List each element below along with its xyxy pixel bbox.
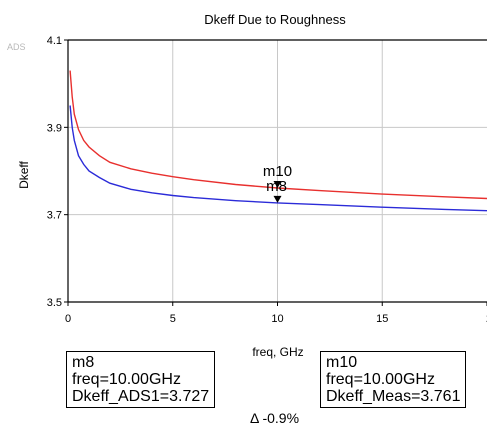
y-axis-label: Dkeff <box>17 160 31 188</box>
axes <box>64 39 487 306</box>
series-line-Dkeff_ADS1 <box>69 105 487 212</box>
y-tick-label: 4.1 <box>47 35 62 47</box>
x-tick-label: 15 <box>376 313 388 325</box>
watermark: ADS <box>7 42 26 52</box>
marker-readout-m10[interactable]: m10 freq=10.00GHz Dkeff_Meas=3.761 <box>320 351 467 408</box>
marker-readout-m10-line-1: m10 <box>326 354 358 371</box>
marker-readout-m8-line-1: m8 <box>72 354 95 371</box>
marker-m8-triangle[interactable] <box>273 195 282 203</box>
marker-readout-m8[interactable]: m8 freq=10.00GHz Dkeff_ADS1=3.727 <box>66 351 216 408</box>
marker-readout-m8-line-2: freq=10.00GHz <box>72 371 181 388</box>
marker-label-m10: m10 <box>263 163 292 180</box>
y-tick-label: 3.5 <box>47 297 62 309</box>
grid <box>68 40 487 302</box>
x-tick-label: 10 <box>271 313 283 325</box>
x-tick-label: 5 <box>170 313 176 325</box>
x-tick-label: 0 <box>65 313 71 325</box>
marker-readout-m10-line-3: Dkeff_Meas=3.761 <box>326 388 461 405</box>
tick-labels: 3.53.73.94.105101520 <box>47 35 487 325</box>
marker-m10-triangle[interactable] <box>273 181 282 189</box>
marker-label-m8: m8 <box>266 178 287 195</box>
chart-title: Dkeff Due to Roughness <box>204 12 346 27</box>
series-line-Dkeff_Meas <box>69 70 487 200</box>
y-tick-label: 3.7 <box>47 210 62 222</box>
delta-annotation: Δ -0.9% <box>250 410 300 426</box>
marker-readout-m8-line-3: Dkeff_ADS1=3.727 <box>72 388 210 405</box>
x-axis-label: freq, GHz <box>252 345 303 359</box>
series-layer <box>69 70 487 212</box>
marker-readout-m10-line-2: freq=10.00GHz <box>326 371 435 388</box>
y-tick-label: 3.9 <box>47 122 62 134</box>
